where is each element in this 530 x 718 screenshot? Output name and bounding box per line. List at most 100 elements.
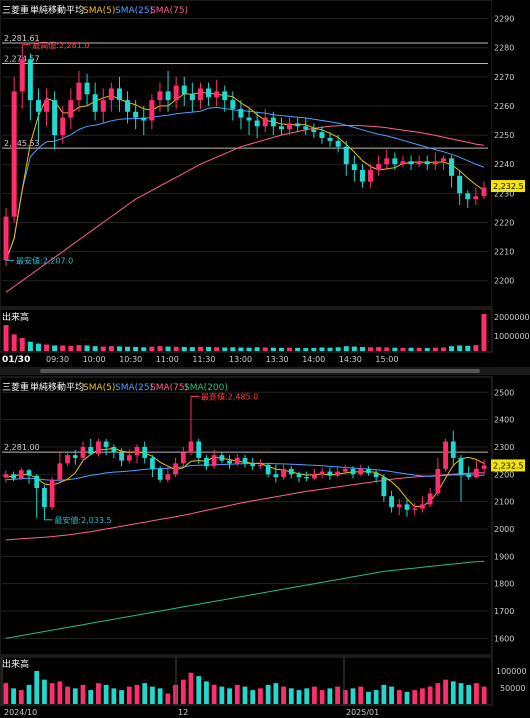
volume-bar (420, 688, 425, 704)
legend-sma5: SMA(5) (83, 6, 115, 16)
candle-body (457, 175, 463, 194)
volume-bar (80, 684, 86, 704)
candle-body (335, 471, 340, 476)
candle-body (214, 91, 220, 98)
volume-bar (126, 686, 132, 704)
candle-body (49, 479, 55, 508)
price-tick-label: 2200 (494, 470, 514, 479)
volume-bar (125, 346, 131, 351)
candle-body (342, 468, 348, 472)
candle-body (327, 137, 333, 141)
volume-bar (392, 347, 398, 351)
volume-bar (278, 347, 284, 351)
candle-body (92, 94, 98, 112)
candle-body (381, 477, 387, 497)
volume-bar (327, 688, 333, 704)
volume-bar (327, 347, 333, 351)
volume-bar (312, 686, 317, 704)
volume-bar (219, 686, 225, 704)
candle-body (270, 117, 276, 127)
volume-bar (319, 347, 325, 351)
volume-bar (443, 679, 448, 704)
price-tick-label: 2230 (494, 189, 514, 198)
volume-bar (400, 347, 406, 351)
volume-bar (303, 348, 309, 351)
candle-body (19, 59, 25, 92)
daily-volume-title: 出来高 (2, 658, 29, 670)
volume-bar (358, 686, 364, 704)
volume-bar (481, 314, 487, 351)
candle-body (473, 196, 479, 200)
panel-scrollbar[interactable] (0, 367, 530, 375)
volume-bar (351, 346, 357, 351)
daily-date-axis: 2024/10 12 2025/01 (1, 657, 379, 717)
daily-indicator: 単純移動平均 (30, 381, 84, 393)
candle-body (227, 460, 232, 464)
candle-body (141, 117, 147, 121)
volume-bar (222, 347, 228, 351)
volume-bar (389, 686, 394, 704)
volume-bar (27, 341, 33, 351)
candle-body (222, 91, 228, 101)
price-tick-label: 2100 (494, 498, 514, 507)
volume-bar (408, 347, 414, 351)
volume-bar (473, 345, 479, 351)
volume-bar (68, 345, 74, 351)
time-tick-label: 14:00 (302, 355, 325, 364)
volume-bar (173, 346, 179, 351)
volume-bar (76, 345, 82, 351)
intraday-volume-panel: 出来高 2000000 1000000 (0, 308, 530, 353)
candle-body (103, 441, 109, 447)
candle-body (465, 193, 471, 200)
volume-bar (238, 347, 244, 351)
daily-chart[interactable]: 2,281.00 最高値:2,485.0 最安値:2,033.5 2,232.5 1… (0, 376, 525, 656)
candle-body (384, 158, 390, 165)
volume-bar (359, 346, 365, 351)
volume-bar (458, 683, 464, 704)
volume-bar (211, 684, 217, 704)
volume-bar (335, 347, 341, 351)
volume-bar (246, 347, 252, 351)
volume-bar (141, 347, 147, 351)
volume-bar (287, 347, 293, 351)
volume-bar (196, 676, 202, 704)
intraday-indicator: 単純移動平均 (30, 4, 84, 16)
volume-bar (11, 688, 16, 704)
volume-bar (11, 334, 17, 351)
high-label: 最高値:2,281.0 (32, 40, 89, 50)
intraday-title: 三菱重 (2, 4, 29, 16)
candle-body (287, 123, 293, 130)
daily-volume-tick-mid: 50000 (500, 684, 525, 693)
time-tick-label: 13:30 (266, 355, 289, 364)
volume-bar (350, 688, 356, 704)
volume-bar (335, 686, 340, 704)
candle-body (288, 468, 294, 475)
candle-body (443, 441, 448, 469)
daily-volume-tick-top: 100000 (496, 667, 527, 676)
candle-body (250, 463, 256, 467)
intraday-volume-title: 出来高 (2, 311, 29, 323)
candle-body (88, 446, 94, 454)
volume-bar (366, 691, 371, 704)
volume-bar (149, 346, 155, 351)
candle-body (11, 474, 16, 479)
candle-body (180, 452, 186, 464)
volume-bar (19, 338, 25, 351)
candle-body (312, 474, 317, 479)
candle-body (254, 120, 260, 127)
candle-body (3, 216, 9, 261)
volume-bar (342, 690, 348, 704)
candle-body (181, 85, 187, 95)
candle-body (230, 100, 236, 109)
candle-body (125, 100, 131, 112)
candle-body (246, 117, 252, 121)
volume-bar (457, 345, 463, 351)
volume-bar (165, 346, 171, 351)
volume-bar (449, 346, 455, 351)
time-tick-label: 09:30 (46, 355, 69, 364)
last-price-label: 2,232.5 (493, 182, 524, 191)
volume-bar (424, 348, 430, 351)
time-tick-label: 10:00 (83, 355, 106, 364)
intraday-chart[interactable]: 2,281.612,274.572,245.53 最高値:2,281.0最安値:… (0, 0, 530, 308)
